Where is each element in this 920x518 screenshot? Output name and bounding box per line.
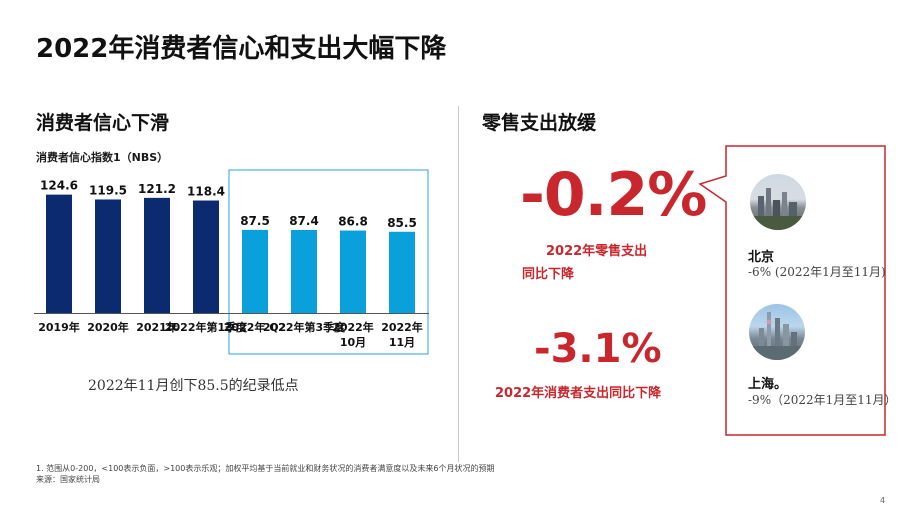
bar-2 — [95, 199, 121, 313]
category-label-2: 2020年 — [87, 320, 129, 334]
left-section-title: 消费者信心下滑 — [36, 112, 170, 134]
chart-subtitle: 消费者信心指数1（NBS） — [36, 151, 169, 164]
shanghai-spending-detail: -9%（2022年1月至11月） — [748, 393, 897, 407]
category-label-8-line2: 11月 — [389, 336, 415, 349]
category-label-3: 2021年 — [136, 320, 178, 334]
footnote: 1. 范围从0-200，<100表示负面，>100表示乐观；加权平均基于当前就业… — [36, 464, 495, 473]
bar-1 — [46, 194, 72, 313]
page-title: 2022年消费者信心和支出大幅下降 — [36, 34, 447, 64]
value-label-6: 87.4 — [289, 214, 319, 228]
value-label-3: 121.2 — [138, 182, 176, 196]
consumer-confidence-chart: 124.6 2019年 119.5 2020年 121.2 2021年 118.4 2022年… — [34, 169, 429, 355]
city-callout-box — [698, 145, 886, 436]
category-label-5: 2022年 Q2 — [224, 320, 286, 334]
page-number: 4 — [880, 496, 886, 505]
consumer-spending-value: -3.1% — [534, 326, 662, 372]
category-label-7-line2: 10月 — [340, 336, 366, 349]
value-label-1: 124.6 — [40, 179, 78, 193]
shanghai-city-name: 上海。 — [748, 377, 788, 392]
category-label-6: 2022年第3季度 — [263, 320, 346, 334]
retail-spending-value: -0.2% — [520, 160, 707, 230]
retail-spending-label-line2: 同比下降 — [522, 267, 575, 282]
bar-3 — [144, 197, 170, 313]
value-label-5: 87.5 — [240, 214, 270, 228]
bar-7 — [340, 230, 366, 313]
category-label-4: 2022年第1季度 — [165, 320, 248, 334]
source-note: 来源：国家统计局 — [36, 475, 100, 484]
value-label-4: 118.4 — [187, 185, 225, 199]
category-label-1: 2019年 — [38, 320, 80, 334]
bar-5 — [242, 229, 268, 313]
chart-note: 2022年11月创下85.5的纪录低点 — [88, 378, 299, 394]
section-divider — [458, 106, 459, 462]
category-label-7-line1: 2022年 — [332, 320, 374, 334]
consumer-spending-label: 2022年消费者支出同比下降 — [495, 386, 662, 401]
highlight-box — [228, 169, 429, 355]
right-section-title: 零售支出放缓 — [482, 112, 597, 134]
shanghai-skyline-image — [749, 304, 805, 360]
value-label-2: 119.5 — [89, 183, 127, 197]
category-label-8-line1: 2022年 — [381, 320, 423, 334]
beijing-skyline-image — [750, 174, 806, 230]
bar-8 — [389, 231, 415, 313]
beijing-city-name: 北京 — [748, 250, 775, 265]
beijing-spending-detail: -6% (2022年1月至11月) — [748, 265, 886, 279]
retail-spending-label-line1: 2022年零售支出 — [546, 244, 648, 259]
bar-6 — [291, 229, 317, 313]
value-label-7: 86.8 — [338, 215, 368, 229]
value-label-8: 85.5 — [387, 216, 417, 230]
bar-4 — [193, 200, 219, 313]
